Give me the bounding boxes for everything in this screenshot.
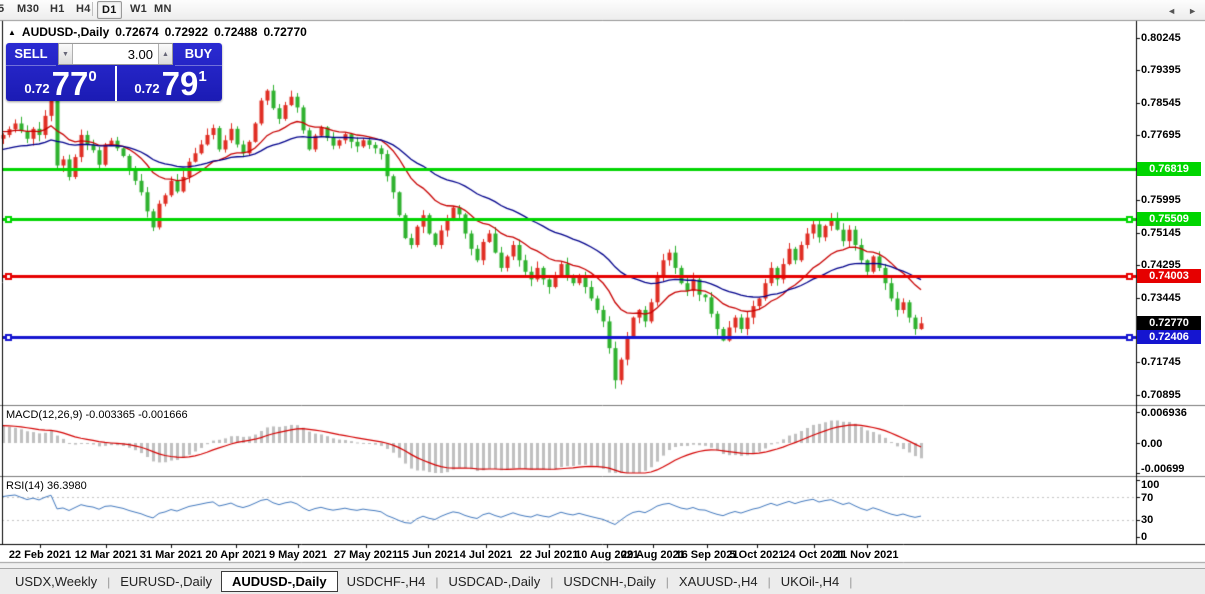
tab-xauusd-h4[interactable]: XAUUSD-,H4 [678, 574, 758, 589]
rsi-axis-label: 70 [1141, 491, 1154, 504]
price-axis-label: 0.75995 [1141, 194, 1181, 207]
price-axis-label: 0.79395 [1141, 64, 1181, 77]
tab-separator: | [665, 574, 669, 589]
price-axis-label: 0.74295 [1141, 259, 1181, 272]
date-axis-label: 15 Jun 2021 [396, 549, 460, 561]
collapse-trade-panel-icon[interactable]: ▲ [8, 28, 16, 37]
buy-button[interactable]: BUY [175, 43, 222, 66]
date-axis-label: 16 Sep 2021 [675, 549, 739, 561]
tab-scroll-arrows: ◄ ► [1167, 6, 1197, 16]
price-axis-label: 0.80245 [1141, 31, 1181, 44]
ohlc-close: 0.72770 [263, 25, 307, 39]
date-axis-label: 29 Aug 2021 [621, 549, 685, 561]
rsi-name: RSI(14) [6, 480, 44, 492]
tab-usdchf-h4[interactable]: USDCHF-,H4 [346, 574, 426, 589]
price-axis-label: 0.75145 [1141, 226, 1181, 239]
chart-tab-bar: USDX,Weekly | EURUSD-,Daily AUDUSD-,Daily US… [0, 568, 1205, 594]
date-axis-label: 11 Nov 2021 [835, 549, 899, 561]
date-axis-label: 4 Jul 2021 [459, 549, 513, 561]
macd-name: MACD(12,26,9) [6, 409, 83, 421]
price-level-badge: 0.72770 [1137, 316, 1201, 331]
price-level-badge: 0.74003 [1137, 269, 1201, 284]
rsi-value: 36.3980 [46, 480, 87, 492]
price-axis-label: 0.70895 [1141, 388, 1181, 401]
sell-price-small: 0.72 [24, 81, 50, 96]
date-axis-label: 24 Oct 2021 [783, 549, 845, 561]
price-axis-label: 0.78545 [1141, 96, 1181, 109]
rsi-label: RSI(14) 36.3980 [6, 480, 87, 492]
date-axis-label: 20 Apr 2021 [205, 549, 267, 561]
tab-scroll-left-icon[interactable]: ◄ [1167, 6, 1177, 16]
tab-eurusd-daily[interactable]: EURUSD-,Daily [120, 574, 212, 589]
date-axis-label: 22 Feb 2021 [8, 549, 72, 561]
sell-button[interactable]: SELL [6, 43, 56, 66]
macd-axis-label: 0.00 [1141, 437, 1163, 450]
buy-price[interactable]: 0.72 79 1 [119, 66, 222, 101]
macd-axis-label: -0.00699 [1141, 463, 1185, 475]
macd-label: MACD(12,26,9) -0.003365 -0.001666 [6, 409, 188, 421]
macd-axis-label: 0.006936 [1141, 407, 1187, 419]
macd-value-signal: -0.001666 [138, 409, 188, 421]
ohlc-high: 0.72922 [164, 25, 209, 39]
tab-separator: | [107, 574, 111, 589]
price-axis-label: 0.77695 [1141, 129, 1181, 142]
ohlc-low: 0.72488 [214, 25, 258, 39]
date-axis-label: 31 Mar 2021 [139, 549, 203, 561]
price-level-badge: 0.72406 [1137, 330, 1201, 345]
symbol-period-label: AUDUSD-,Daily [21, 25, 110, 39]
date-axis-label: 9 May 2021 [268, 549, 328, 561]
rsi-axis-label: 0 [1141, 531, 1148, 543]
ohlc-open: 0.72674 [115, 25, 159, 39]
date-axis-label: 27 May 2021 [333, 549, 399, 561]
rsi-axis-label: 30 [1141, 514, 1154, 527]
tab-scroll-right-icon[interactable]: ► [1188, 6, 1197, 16]
volume-stepper: ▼ ▲ [58, 43, 173, 65]
buy-price-sup: 1 [198, 68, 207, 85]
tab-usdx-weekly[interactable]: USDX,Weekly [15, 574, 98, 589]
sell-price[interactable]: 0.72 77 0 [6, 66, 117, 101]
price-axis-label: 0.73445 [1141, 291, 1181, 304]
tab-separator: | [849, 574, 853, 589]
tab-separator: | [550, 574, 554, 589]
tab-separator: | [767, 574, 771, 589]
price-level-badge: 0.75509 [1137, 211, 1201, 226]
tab-usdcad-daily[interactable]: USDCAD-,Daily [448, 574, 541, 589]
date-axis-label: 5 Oct 2021 [729, 549, 785, 561]
chart-title: ▲ AUDUSD-,Daily 0.72674 0.72922 0.72488 … [8, 25, 307, 39]
one-click-trading-panel: SELL ▼ ▲ BUY 0.72 77 0 0.72 79 1 [6, 43, 222, 101]
buy-price-big: 79 [161, 64, 199, 102]
price-axis-label: 0.71745 [1141, 356, 1181, 369]
volume-increase-icon[interactable]: ▲ [158, 44, 172, 64]
tab-ukoil-h4[interactable]: UKOil-,H4 [780, 574, 840, 589]
tab-audusd-daily[interactable]: AUDUSD-,Daily [220, 571, 338, 592]
rsi-axis-label: 100 [1141, 479, 1160, 491]
tab-separator: | [435, 574, 439, 589]
sell-price-big: 77 [51, 64, 89, 102]
date-axis-label: 10 Aug 2021 [575, 549, 639, 561]
volume-decrease-icon[interactable]: ▼ [59, 44, 73, 64]
date-axis-label: 12 Mar 2021 [74, 549, 138, 561]
macd-value-main: -0.003365 [85, 409, 136, 421]
sell-price-sup: 0 [88, 68, 97, 85]
buy-price-small: 0.72 [134, 81, 160, 96]
volume-input[interactable] [73, 44, 158, 64]
price-level-badge: 0.76819 [1137, 161, 1201, 176]
date-axis-label: 22 Jul 2021 [519, 549, 579, 561]
tab-usdcnh-daily[interactable]: USDCNH-,Daily [563, 574, 656, 589]
